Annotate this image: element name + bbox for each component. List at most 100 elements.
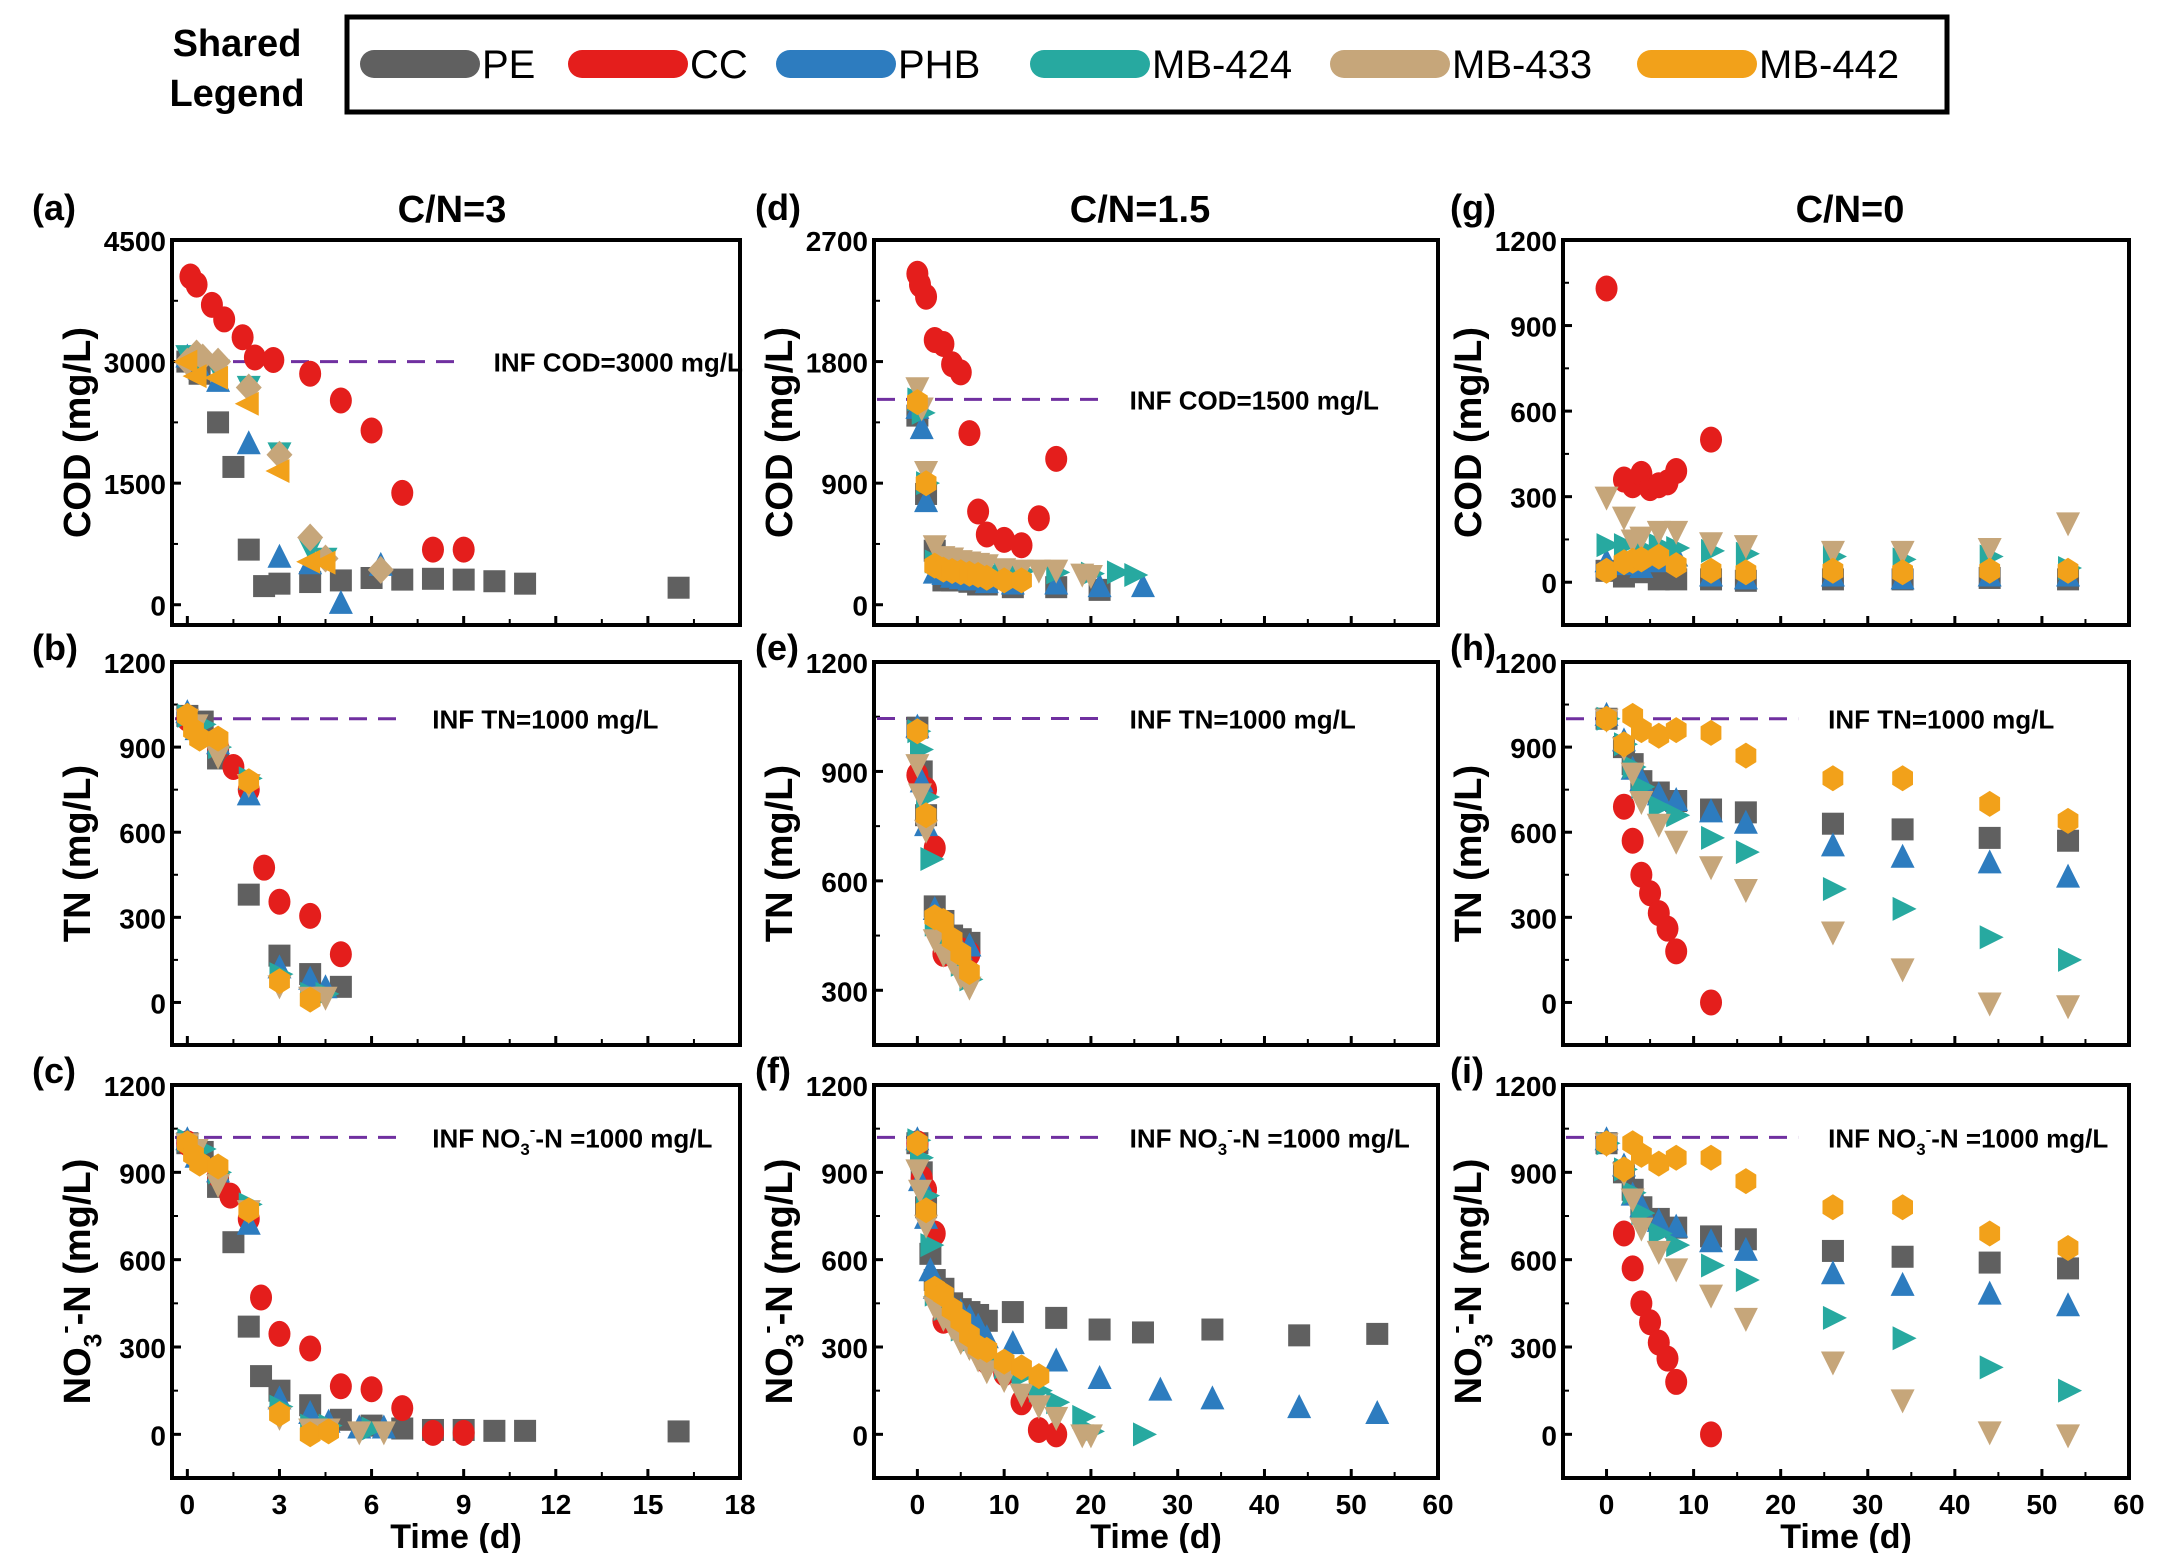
shared-legend: Shared Legend PE CC PHB MB-424 MB-433 MB-442 (169, 14, 1950, 115)
data-point-mb-433 (1664, 520, 1689, 545)
data-points (905, 713, 984, 1001)
y-tick-label: 0 (1541, 568, 1557, 599)
data-point-pe (1647, 568, 1670, 591)
data-point-mb-442 (1596, 557, 1617, 584)
data-point-mb-433 (1646, 520, 1671, 545)
data-point-phb (1365, 1399, 1390, 1424)
data-point-pe (268, 572, 291, 595)
data-point-phb (267, 543, 292, 568)
data-point-mb-442 (311, 550, 336, 575)
plot-frame (1561, 1083, 2131, 1480)
legend-swatch (776, 50, 896, 78)
y-axis-label: NO3--N (mg/L) (52, 1159, 108, 1405)
data-point-pe (391, 568, 414, 591)
data-point-mb-442 (2057, 807, 2079, 834)
plot-frame (170, 238, 742, 627)
column-title-cn0: C/N=0 (1796, 189, 1905, 231)
data-point-mb-442 (1979, 1220, 2001, 1247)
data-point-mb-442 (1648, 543, 1670, 570)
y-tick-label: 600 (1510, 818, 1557, 849)
data-point-mb-442 (204, 365, 229, 390)
data-point-cc (958, 420, 981, 447)
data-point-cc (185, 271, 208, 298)
data-point-phb (1820, 832, 1845, 857)
data-point-mb-442 (1892, 1194, 1913, 1221)
data-point-cc (1639, 880, 1662, 907)
y-axis-label: NO3--N (mg/L) (754, 1159, 810, 1405)
data-point-mb-442 (915, 1197, 937, 1224)
data-point-mb-433 (974, 1360, 999, 1385)
y-tick-label: 300 (821, 1333, 868, 1364)
series-mb-442 (1596, 543, 2079, 586)
data-point-pe (1131, 1321, 1154, 1344)
data-point-mb-433 (1733, 535, 1758, 560)
data-point-phb (909, 415, 934, 440)
data-point-pe (1045, 1306, 1068, 1329)
data-point-mb-442 (993, 1348, 1015, 1375)
y-tick-label: 1200 (104, 648, 166, 679)
y-tick-label: 1800 (806, 348, 868, 379)
panel-b: (b) 0 300 600 900 1200 TN (mg/L) INF TN=1000 mg… (32, 627, 742, 1047)
series-cc (1612, 1220, 1723, 1448)
y-tick-label: 1200 (1495, 226, 1557, 257)
x-axis-label: Time (d) (1090, 1518, 1222, 1553)
x-tick-label: 20 (1765, 1489, 1796, 1520)
data-point-mb-442 (907, 389, 928, 416)
data-point-mb-433 (1044, 559, 1069, 584)
series-cc (906, 260, 1068, 559)
data-point-phb (1200, 1385, 1225, 1410)
y-tick-label: 600 (1510, 1246, 1557, 1277)
x-tick-label: 15 (632, 1489, 663, 1520)
data-point-phb (1148, 1376, 1173, 1401)
reference-label: INF NO3--N =1000 mg/L (1130, 1121, 1410, 1160)
data-point-cc (329, 1373, 352, 1400)
data-point-mb-433 (1009, 1383, 1034, 1408)
y-tick-label: 600 (119, 1246, 166, 1277)
x-tick-label: 60 (2113, 1489, 2144, 1520)
legend-entry-phb: PHB (776, 43, 980, 87)
y-tick-label: 1200 (1495, 648, 1557, 679)
data-point-phb (1087, 573, 1112, 598)
data-point-pe (1366, 1322, 1389, 1345)
data-point-mb-433 (905, 1159, 930, 1184)
legend-label: MB-424 (1152, 43, 1292, 87)
data-point-cc (1621, 827, 1644, 854)
y-tick-label: 900 (821, 469, 868, 500)
data-point-pe (1288, 1324, 1311, 1347)
reference-label: INF NO3--N =1000 mg/L (432, 1121, 712, 1160)
data-point-phb (1664, 787, 1689, 812)
y-tick-label: 900 (1510, 1158, 1557, 1189)
panel-label: (f) (755, 1050, 791, 1091)
data-point-mb-442 (189, 1150, 210, 1177)
data-point-mb-433 (2056, 995, 2081, 1020)
data-point-mb-442 (299, 986, 321, 1013)
data-point-mb-442 (265, 459, 290, 483)
data-point-phb (918, 1257, 943, 1282)
data-point-mb-442 (1613, 731, 1635, 758)
data-point-pe (1891, 1245, 1914, 1268)
y-tick-label: 0 (150, 1420, 166, 1451)
y-tick-label: 900 (119, 1158, 166, 1189)
reference-label: INF COD=1500 mg/L (1130, 385, 1379, 415)
x-tick-label: 10 (1678, 1489, 1709, 1520)
data-point-cc (391, 479, 414, 506)
y-tick-label: 900 (1510, 312, 1557, 343)
data-point-mb-442 (269, 1401, 290, 1427)
reference-label: INF TN=1000 mg/L (1828, 705, 2054, 735)
data-point-mb-442 (976, 564, 998, 591)
data-point-cc (299, 360, 322, 387)
data-point-mb-424 (1666, 1233, 1691, 1258)
y-axis-label: COD (mg/L) (759, 327, 801, 538)
data-point-cc (1665, 938, 1688, 965)
data-point-mb-442 (234, 391, 259, 416)
data-point-mb-433 (1611, 506, 1636, 531)
data-point-mb-424 (1666, 536, 1691, 560)
series-cc (1612, 793, 1723, 1016)
panel-label: (h) (1450, 627, 1496, 668)
data-point-pe (1978, 1251, 2001, 1274)
data-point-mb-442 (1613, 1156, 1635, 1183)
data-point-mb-433 (1890, 1389, 1915, 1414)
y-tick-label: 1200 (806, 648, 868, 679)
series-mb-433 (1594, 486, 2081, 565)
